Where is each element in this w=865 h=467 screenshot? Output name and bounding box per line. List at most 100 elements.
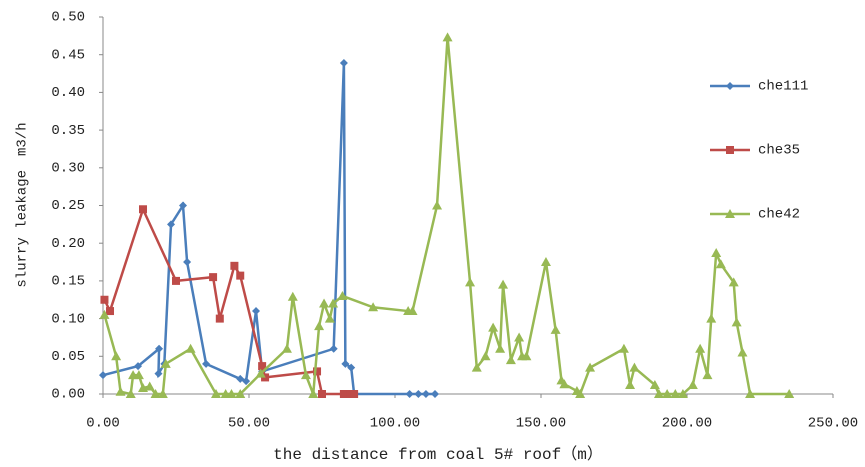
- marker: [495, 343, 506, 353]
- marker: [172, 276, 180, 285]
- marker: [99, 371, 107, 380]
- marker: [139, 205, 148, 214]
- marker: [167, 220, 176, 229]
- marker: [115, 386, 126, 396]
- marker: [407, 306, 418, 316]
- y-tick-label: 0.15: [51, 274, 85, 290]
- marker: [350, 390, 359, 398]
- marker: [471, 362, 482, 372]
- marker: [328, 298, 339, 308]
- marker: [324, 313, 335, 323]
- marker: [711, 248, 722, 258]
- marker: [488, 322, 499, 332]
- marker: [465, 277, 476, 287]
- marker: [185, 343, 196, 353]
- marker: [183, 258, 192, 267]
- marker: [715, 259, 726, 269]
- marker: [319, 298, 330, 308]
- marker: [150, 389, 161, 398]
- marker: [784, 389, 795, 398]
- x-tick-label: 100.00: [370, 416, 420, 432]
- marker: [337, 290, 348, 300]
- marker: [521, 351, 532, 361]
- y-axis-label: slurry leakage m3/h: [15, 122, 31, 287]
- x-axis-label: the distance from coal 5# roof（m）: [273, 445, 603, 464]
- marker: [155, 344, 164, 353]
- marker: [287, 291, 298, 301]
- marker: [160, 358, 171, 368]
- y-tick-label: 0.30: [51, 161, 85, 177]
- marker: [111, 351, 122, 361]
- legend-marker: [725, 209, 735, 218]
- marker: [480, 351, 491, 361]
- y-tick-label: 0.00: [51, 387, 85, 403]
- marker: [662, 389, 673, 398]
- marker: [313, 367, 322, 376]
- marker: [339, 58, 348, 67]
- marker: [405, 390, 414, 398]
- marker: [99, 309, 110, 319]
- marker: [575, 389, 586, 398]
- marker: [235, 389, 246, 398]
- marker: [505, 355, 516, 365]
- x-tick-label: 250.00: [808, 416, 858, 432]
- marker: [211, 389, 222, 398]
- marker: [209, 273, 218, 282]
- marker: [329, 344, 338, 353]
- marker: [737, 347, 748, 357]
- marker: [498, 279, 509, 289]
- marker: [670, 389, 681, 398]
- legend-label: che35: [758, 143, 800, 159]
- marker: [540, 257, 551, 267]
- marker: [559, 379, 570, 389]
- marker: [677, 389, 688, 398]
- marker: [133, 370, 144, 380]
- marker: [550, 324, 561, 334]
- marker: [346, 390, 355, 398]
- marker: [649, 379, 660, 389]
- marker: [368, 302, 379, 312]
- legend-label: che42: [758, 207, 800, 223]
- marker: [687, 379, 698, 389]
- y-tick-label: 0.45: [51, 47, 85, 63]
- marker: [432, 200, 443, 210]
- marker: [300, 370, 311, 380]
- series-line: [103, 37, 790, 397]
- marker: [106, 307, 115, 316]
- marker: [442, 32, 453, 42]
- marker: [258, 362, 267, 371]
- marker: [154, 369, 163, 378]
- marker: [255, 368, 266, 378]
- legend-label: che111: [758, 79, 808, 95]
- marker: [281, 343, 292, 353]
- y-tick-label: 0.10: [51, 311, 85, 327]
- marker: [308, 389, 319, 398]
- x-tick-label: 150.00: [516, 416, 566, 432]
- y-tick-label: 0.50: [51, 10, 85, 26]
- y-tick-label: 0.35: [51, 123, 85, 139]
- marker: [242, 377, 251, 386]
- marker: [134, 362, 143, 371]
- x-tick-label: 200.00: [662, 416, 712, 432]
- marker: [421, 390, 430, 398]
- marker: [157, 389, 168, 398]
- marker: [100, 295, 109, 304]
- marker: [226, 389, 237, 398]
- marker: [695, 343, 706, 353]
- y-tick-label: 0.20: [51, 236, 85, 252]
- marker: [514, 332, 525, 342]
- y-tick-label: 0.05: [51, 349, 85, 365]
- marker: [731, 317, 742, 327]
- marker: [125, 389, 136, 398]
- marker: [745, 389, 756, 398]
- marker: [252, 307, 261, 316]
- y-tick-label: 0.25: [51, 198, 85, 214]
- marker: [318, 390, 326, 398]
- marker: [706, 313, 717, 323]
- marker: [230, 261, 239, 270]
- marker: [629, 362, 640, 372]
- marker: [625, 379, 636, 389]
- series-line: [102, 62, 436, 396]
- marker: [339, 390, 348, 398]
